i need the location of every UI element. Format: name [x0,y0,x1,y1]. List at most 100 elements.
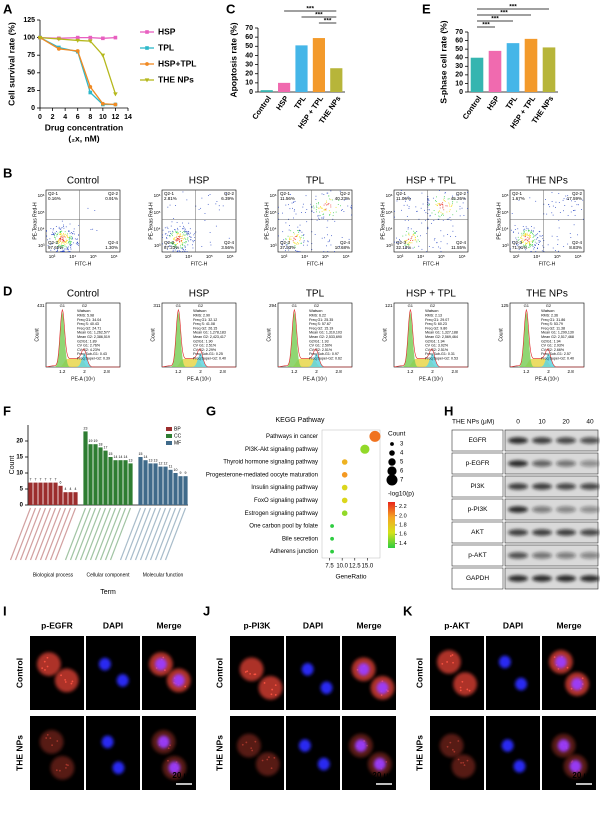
event-dot [321,207,323,209]
event-dot [536,238,537,240]
event-dot [416,231,418,232]
y-tick-label: 10⁴ [270,227,277,232]
event-dot [58,226,60,228]
y-axis-label: PE-Texas Red-H [380,202,386,240]
peak-label: G1 [524,303,530,308]
event-dot [94,210,96,211]
event-dot [524,233,526,234]
event-dot [335,206,337,208]
plot-frame [321,429,381,559]
event-dot [184,237,186,239]
event-dot [177,251,179,252]
event-dot [439,205,441,206]
event-dot [178,235,180,237]
row-label: Control [414,658,424,688]
event-dot [296,235,298,237]
signal-speckle [557,667,560,670]
event-dot [60,241,61,242]
event-dot [182,251,183,252]
y-max-label: 431 [37,303,45,308]
signal-speckle [251,749,254,752]
event-dot [170,245,172,247]
event-dot [416,241,418,243]
y-tick-label: Pathways in cancer [266,434,318,440]
event-dot [408,232,410,234]
event-dot [209,241,211,243]
event-dot [284,250,286,252]
row-label: Control [214,658,224,688]
event-dot [181,238,183,240]
stat-line: Freq Super-G2: 0.40 [193,356,226,360]
stat-line: Freq Sub-G1: 0.25 [193,352,223,356]
event-dot [539,235,541,237]
event-dot [295,250,296,251]
quadrant-name: Q2-2 [340,191,351,196]
event-dot [299,240,301,242]
flow-title: THE NPs [526,176,568,187]
event-dot [184,229,186,231]
dot [330,524,334,528]
event-dot [581,209,582,210]
event-dot [318,218,320,220]
event-dot [445,192,446,194]
event-dot [407,227,409,228]
x-axis-label: FITC-H [191,261,208,267]
event-dot [408,233,410,235]
event-dot [441,213,443,215]
event-dot [452,225,454,227]
event-dot [332,218,334,220]
signal-speckle [459,686,462,689]
histogram-outline [45,308,120,368]
event-dot [177,233,179,235]
event-dot [525,244,527,246]
event-dot [531,240,533,242]
nucleus [298,739,311,752]
dot [341,459,348,465]
event-dot [294,209,296,211]
event-dot [69,243,71,245]
event-dot [574,209,576,211]
event-dot [427,202,429,204]
event-dot [535,234,537,235]
event-dot [288,246,290,248]
flow-title: HSP [189,176,210,187]
bar [138,457,143,505]
event-dot [182,191,184,193]
event-dot [57,250,58,252]
event-dot [528,230,530,231]
event-dot [326,204,327,206]
channel-title: Merge [156,620,181,630]
event-dot [428,198,430,200]
event-dot [287,243,289,245]
event-dot [411,237,413,239]
event-dot [282,244,284,246]
signal-speckle [253,673,256,676]
channel-title: p-AKT [444,620,470,630]
event-dot [180,243,182,245]
event-dot [64,251,65,252]
stat-line: RMS: 2.90 [193,313,210,317]
panel-label: H [444,403,453,418]
legend-marker [145,46,149,50]
event-dot [194,233,196,234]
event-dot [526,232,528,234]
micrograph [86,716,140,790]
legend-marker [144,78,150,83]
event-dot [533,235,535,237]
size-legend-dot [389,450,395,456]
event-dot [187,230,189,232]
event-dot [175,247,177,249]
event-dot [518,199,520,201]
event-dot [535,244,536,246]
event-dot [459,205,461,207]
protein-label: EGFR [468,437,486,444]
event-dot [316,203,318,205]
event-dot [287,235,289,237]
event-dot [315,198,317,200]
event-dot [532,230,534,232]
y-tick-label: 10⁵ [270,210,277,215]
event-dot [321,207,323,209]
x-tick-label: 12.5 [349,564,361,570]
event-dot [328,195,330,197]
